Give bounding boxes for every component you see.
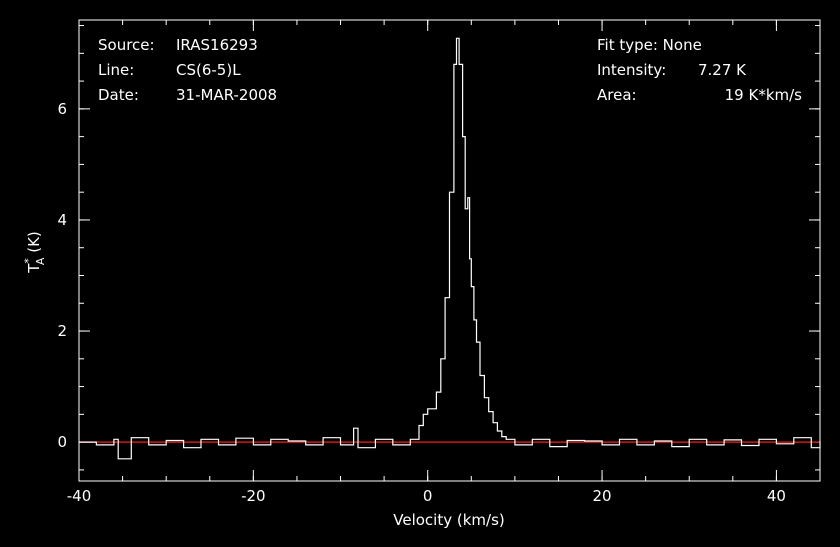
plot-frame xyxy=(78,19,821,482)
x-tick-label: -40 xyxy=(67,487,92,505)
spectrum-line xyxy=(79,37,821,460)
x-tick-label: -20 xyxy=(241,487,266,505)
x-tick-label: 40 xyxy=(767,487,786,505)
area-value: 19 K*km/s xyxy=(725,86,803,104)
y-axis-label-main: T xyxy=(25,263,43,274)
x-tick-label: 20 xyxy=(593,487,612,505)
intensity-label: Intensity: xyxy=(597,61,666,79)
line-value: CS(6-5)L xyxy=(176,61,241,79)
source-label: Source: xyxy=(98,36,155,54)
axis-ticks: -40 -20 0 20 40 0 2 4 6 xyxy=(57,20,821,505)
x-axis-label: Velocity (km/s) xyxy=(393,511,504,529)
y-tick-label: 2 xyxy=(57,322,67,340)
y-tick-label: 4 xyxy=(57,211,67,229)
chart-marks xyxy=(79,37,821,460)
y-axis-label-sub: A xyxy=(34,257,47,265)
x-tick-label: 0 xyxy=(423,487,433,505)
fit-type-text: Fit type: None xyxy=(597,36,702,54)
y-axis-label-text: T*A (K) xyxy=(22,231,47,274)
date-label: Date: xyxy=(98,86,139,104)
intensity-value: 7.27 K xyxy=(698,61,747,79)
y-axis-label: T*A (K) xyxy=(22,231,47,274)
y-axis-label-sup: * xyxy=(22,258,35,264)
source-value: IRAS16293 xyxy=(176,36,258,54)
area-label: Area: xyxy=(597,86,637,104)
date-value: 31-MAR-2008 xyxy=(176,86,277,104)
y-tick-label: 0 xyxy=(57,433,67,451)
y-tick-label: 6 xyxy=(57,100,67,118)
line-label: Line: xyxy=(98,61,134,79)
y-axis-label-unit: (K) xyxy=(25,231,43,257)
